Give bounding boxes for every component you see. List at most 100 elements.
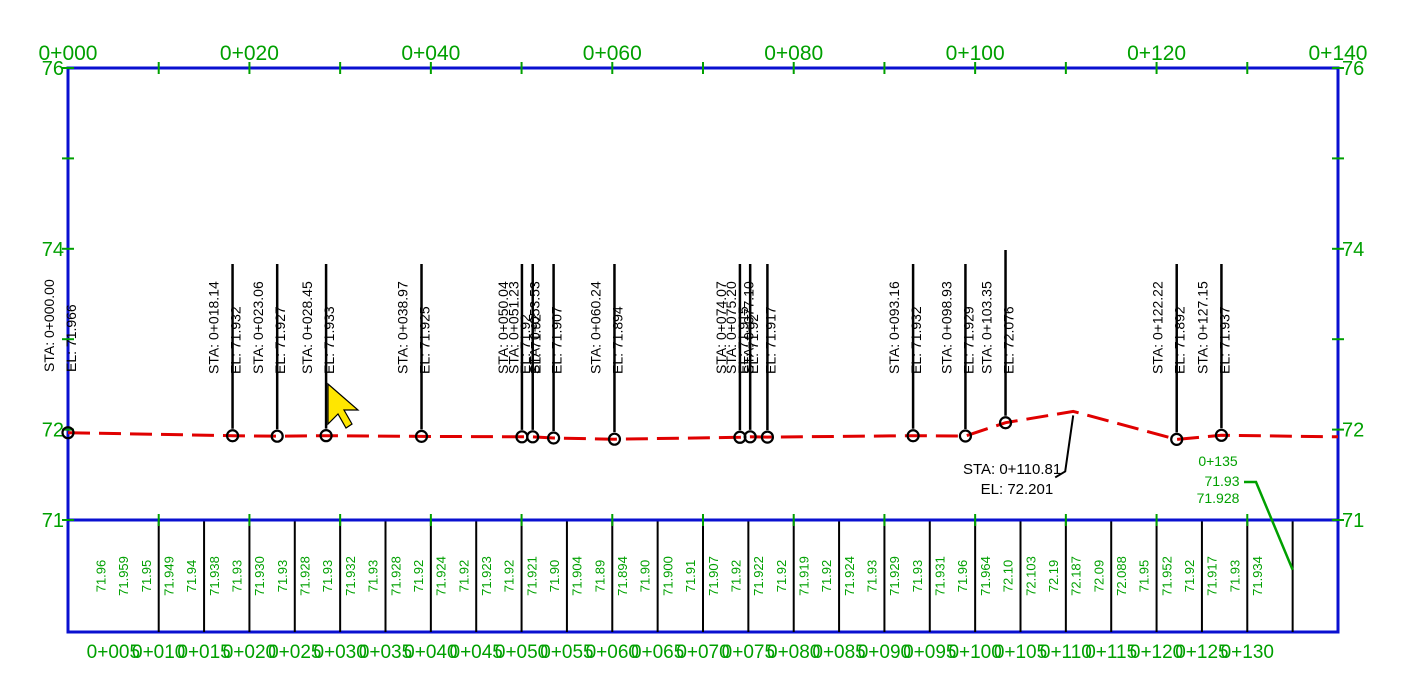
band-value-label: 71.92: [774, 560, 789, 593]
bottom-station-label: 0+050: [495, 642, 548, 663]
pvi-marker[interactable]: [743, 430, 757, 444]
callout-elevation-label: EL: 72.201: [981, 481, 1054, 498]
band-value-label: 72.103: [1023, 556, 1038, 596]
point-station-label: STA: 0+050.04: [495, 281, 511, 374]
band-value-label: 71.92: [502, 560, 517, 593]
pvi-marker[interactable]: [414, 429, 429, 443]
point-elevation-label: EL: 71.937: [1216, 306, 1232, 374]
point-station-label: STA: 0+038.97: [395, 281, 411, 374]
pvi-marker[interactable]: [1170, 432, 1184, 446]
bottom-station-label: 0+065: [631, 642, 684, 663]
point-label-group: STA: 0+093.16 EL: 71.932: [886, 281, 924, 374]
pvi-marker[interactable]: [225, 429, 240, 443]
band-value-label: 71.923: [479, 556, 494, 596]
bottom-station-label: 0+075: [722, 642, 775, 663]
point-station-label: STA: 0+053.53: [527, 281, 543, 374]
band-value-label: 71.924: [842, 556, 857, 596]
band-value-label: 71.928: [298, 556, 313, 596]
pvi-marker[interactable]: [319, 429, 333, 443]
bottom-station-label: 0+120: [1130, 642, 1183, 663]
bottom-station-label: 0+105: [994, 642, 1047, 663]
top-station-label: 0+060: [583, 42, 642, 65]
point-station-label: STA: 0+000.00: [41, 279, 57, 372]
point-station-label: STA: 0+122.22: [1150, 281, 1166, 374]
elevation-label-right: 74: [1342, 239, 1364, 261]
band-value-label: 71.96: [93, 560, 108, 593]
point-elevation-label: EL: 71.933: [321, 306, 337, 374]
bottom-station-label: 0+070: [676, 642, 729, 663]
bottom-station-label: 0+125: [1175, 642, 1228, 663]
band-value-label: 71.959: [116, 556, 131, 596]
pvi-marker[interactable]: [760, 430, 775, 444]
band-value-label: 71.952: [1159, 556, 1174, 596]
bottom-station-label: 0+040: [404, 642, 457, 663]
pvi-marker[interactable]: [526, 430, 540, 444]
point-elevation-label: EL: 71.907: [549, 306, 565, 374]
tooltip-station-label: 0+135: [1198, 453, 1238, 469]
point-label-group: STA: 0+038.97 EL: 71.925: [395, 281, 433, 374]
band-value-label: 71.930: [252, 556, 267, 596]
elevation-label-left: 72: [42, 420, 64, 442]
bottom-station-label: 0+060: [586, 642, 639, 663]
band-value-label: 71.92: [819, 560, 834, 593]
elevation-label-right: 72: [1342, 420, 1364, 442]
band-value-label: 72.09: [1091, 560, 1106, 593]
band-value-label: 71.93: [320, 560, 335, 593]
pvi-marker[interactable]: [906, 429, 920, 443]
point-station-label: STA: 0+023.06: [250, 281, 266, 374]
bottom-station-label: 0+025: [268, 642, 321, 663]
band-value-label: 71.95: [139, 560, 154, 593]
pvi-marker[interactable]: [998, 416, 1013, 430]
point-label-group: STA: 0+075.20 EL: 71.92: [723, 281, 761, 374]
band-value-label: 71.929: [887, 556, 902, 596]
bottom-station-label: 0+085: [812, 642, 865, 663]
tooltip-value-2: 71.928: [1197, 490, 1240, 506]
point-label-group: STA: 0+053.53 EL: 71.907: [527, 281, 565, 374]
point-station-label: STA: 0+103.35: [979, 281, 995, 374]
point-elevation-label: EL: 71.929: [960, 306, 976, 374]
point-label-group: STA: 0+060.24 EL: 71.894: [587, 281, 625, 374]
band-value-label: 71.900: [660, 556, 675, 596]
point-label-group: STA: 0+103.35 EL: 72.076: [979, 281, 1017, 374]
point-elevation-label: EL: 71.927: [272, 306, 288, 374]
band-value-label: 72.19: [1046, 560, 1061, 593]
point-elevation-label: EL: 71.92: [528, 314, 544, 374]
callout-leader-line: [1054, 415, 1075, 479]
elevation-label-right: 71: [1342, 510, 1364, 532]
bottom-station-label: 0+020: [223, 642, 276, 663]
pvi-marker[interactable]: [958, 429, 973, 443]
pvi-marker[interactable]: [546, 431, 561, 445]
point-label-group: STA: 0+122.22 EL: 71.892: [1150, 281, 1188, 374]
point-elevation-label: EL: 71.92: [517, 314, 533, 374]
band-value-label: 71.92: [1182, 560, 1197, 593]
elevation-label-left: 71: [42, 510, 64, 532]
band-value-label: 71.93: [230, 560, 245, 593]
band-value-label: 71.894: [615, 556, 630, 596]
band-value-label: 71.964: [978, 556, 993, 596]
band-value-label: 71.93: [865, 560, 880, 593]
band-value-label: 71.949: [161, 556, 176, 596]
band-value-label: 71.938: [207, 556, 222, 596]
point-label-group: STA: 0+051.23 EL: 71.92: [506, 281, 544, 374]
pvi-marker[interactable]: [61, 426, 75, 440]
point-elevation-label: EL: 71.915: [735, 306, 751, 374]
point-label-group: STA: 0+077.10 EL: 71.917: [740, 281, 778, 374]
pvi-marker[interactable]: [1214, 428, 1229, 442]
band-value-label: 71.917: [1205, 556, 1220, 596]
point-station-label: STA: 0+075.20: [723, 281, 739, 374]
mouse-cursor-icon: [327, 382, 360, 429]
point-elevation-label: EL: 71.966: [63, 304, 79, 372]
bottom-station-label: 0+130: [1221, 642, 1274, 663]
point-elevation-label: EL: 71.892: [1172, 306, 1188, 374]
elevation-label-right: 76: [1342, 58, 1364, 80]
band-value-label: 71.928: [388, 556, 403, 596]
pvi-marker[interactable]: [270, 429, 284, 443]
bottom-station-label: 0+030: [313, 642, 366, 663]
point-label-group: STA: 0+074.07 EL: 71.915: [713, 281, 751, 374]
tooltip-leader-line: [1244, 480, 1294, 571]
band-value-label: 72.10: [1001, 560, 1016, 593]
band-value-label: 71.931: [933, 556, 948, 596]
band-value-label: 72.187: [1069, 556, 1084, 596]
pvi-marker[interactable]: [607, 432, 622, 446]
